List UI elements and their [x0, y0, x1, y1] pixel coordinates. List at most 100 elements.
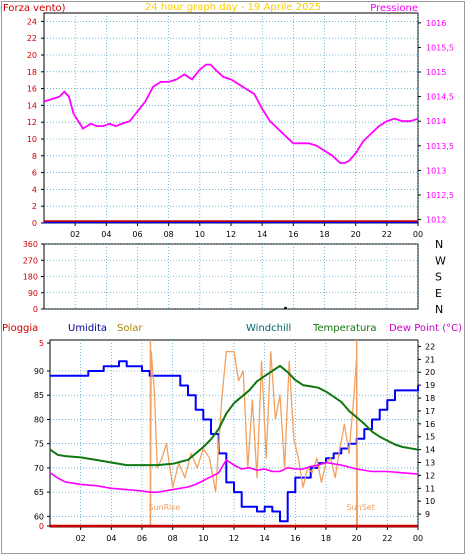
temp-y-tick-label: 15: [425, 433, 435, 442]
pressure-y-tick-label: 1012,5: [426, 191, 454, 200]
temp-x-tick-label: 02: [76, 534, 86, 543]
sunset-label: SunSet: [346, 503, 374, 512]
wind-y-tick-label: 10: [27, 135, 37, 144]
humidity-y-tick-label: 90: [34, 367, 44, 376]
pressure-y-tick-label: 1012: [426, 216, 446, 225]
temp-x-tick-label: 14: [260, 534, 270, 543]
wind-y-tick-label: 6: [32, 169, 37, 178]
humidity-y-tick-label: 80: [34, 415, 44, 424]
temp-x-tick-label: 10: [198, 534, 208, 543]
pressure-y-tick-label: 1016: [426, 19, 446, 28]
temp-x-tick-label: 18: [321, 534, 331, 543]
temp-y-tick-label: 10: [425, 497, 435, 506]
winddir-compass-label: E: [435, 287, 442, 300]
temperature-plot-layer: 02 04 06 08 10 12 14 16 18 20 22 000560657075808590…: [34, 339, 435, 543]
temp-y-tick-label: 21: [425, 355, 435, 364]
wind-y-tick-label: 2: [32, 202, 37, 211]
temp-x-tick-label: 00: [413, 534, 423, 543]
wind-y-tick-label: 0: [32, 219, 37, 228]
wind-y-tick-label: 16: [27, 85, 37, 94]
pressure-x-tick-label: 18: [319, 230, 329, 239]
pressure-x-tick-label: 10: [195, 230, 205, 239]
solar-legend-label: Solar: [117, 323, 143, 334]
temp-x-tick-label: 08: [168, 534, 178, 543]
pressure-plot-layer: 02 04 06 08 10 12 14 16 18 20 22 000246810121416182…: [27, 13, 454, 239]
temp-y-tick-label: 20: [425, 368, 435, 377]
winddir-point: [284, 306, 287, 310]
series-line-dew-point: [49, 459, 419, 494]
humidity-y-tick-label: 70: [34, 464, 44, 473]
wind-y-tick-label: 22: [27, 34, 37, 43]
pressure-x-tick-label: 06: [132, 230, 142, 239]
pressure-x-tick-label: 02: [70, 230, 80, 239]
temp-x-tick-label: 06: [137, 534, 147, 543]
rain-legend-label: Pioggia: [2, 323, 38, 334]
series-line-pressure: [43, 63, 419, 164]
pressure-x-tick-label: 14: [257, 230, 267, 239]
pressure-x-tick-label: 16: [288, 230, 298, 239]
winddir-compass-label: N: [435, 303, 443, 316]
temp-y-tick-label: 9: [425, 510, 430, 519]
temp-y-tick-label: 22: [425, 342, 435, 351]
temp-y-tick-label: 13: [425, 459, 435, 468]
temp-y-tick-label: 18: [425, 394, 435, 403]
winddir-y-tick-label: 360: [23, 240, 38, 249]
pressure-y-tick-label: 1015,5: [426, 43, 454, 52]
temp-x-tick-label: 16: [290, 534, 300, 543]
temp-y-tick-label: 17: [425, 407, 435, 416]
wind-y-tick-label: 4: [32, 185, 37, 194]
series-line-solar: [149, 350, 359, 527]
pressure-y-tick-label: 1013: [426, 166, 446, 175]
series-line-umidita: [50, 360, 419, 523]
series-line-temperatura: [49, 364, 419, 467]
pressure-x-tick-label: 20: [351, 230, 361, 239]
winddir-compass-label: W: [435, 254, 446, 267]
pressure-x-tick-label: 04: [101, 230, 111, 239]
pressure-y-tick-label: 1014,5: [426, 93, 454, 102]
winddir-compass-label: N: [435, 238, 443, 251]
humidity-y-tick-label: 5: [39, 339, 44, 348]
temp-x-tick-label: 22: [382, 534, 392, 543]
winddir-y-tick-label: 90: [28, 289, 38, 298]
pressure-y-tick-label: 1015: [426, 68, 446, 77]
pressure-x-tick-label: 00: [413, 230, 423, 239]
humidity-y-tick-label: 65: [34, 488, 44, 497]
wind-y-tick-label: 14: [27, 101, 37, 110]
winddir-y-tick-label: 270: [23, 256, 38, 265]
humidity-y-tick-label: 60: [34, 512, 44, 521]
dewpoint-legend-label: Dew Point (°C): [389, 323, 462, 334]
humidity-legend-label: Umidita: [68, 323, 107, 334]
chart-title: 24 hour graph day - 19 Aprile 2025: [145, 2, 321, 13]
winddir-compass-label: S: [435, 271, 442, 284]
temp-y-tick-label: 19: [425, 381, 435, 390]
humidity-y-tick-label: 0: [39, 522, 44, 531]
pressure-x-tick-label: 08: [164, 230, 174, 239]
pressure-y-tick-label: 1013,5: [426, 142, 454, 151]
wind-axis-label: Forza vento): [3, 3, 66, 14]
temperature-legend-label: Temperatura: [312, 323, 377, 334]
pressure-x-tick-label: 12: [226, 230, 236, 239]
wind-y-tick-label: 20: [27, 51, 37, 60]
windchill-legend-label: Windchill: [246, 323, 291, 334]
temp-y-tick-label: 12: [425, 471, 435, 480]
pressure-axis-label: Pressione: [370, 3, 418, 14]
temp-x-tick-label: 04: [106, 534, 116, 543]
pressure-x-tick-label: 22: [382, 230, 392, 239]
winddir-y-tick-label: 0: [33, 305, 38, 314]
wind-y-tick-label: 12: [27, 118, 37, 127]
temp-y-tick-label: 16: [425, 420, 435, 429]
pressure-y-tick-label: 1014: [426, 117, 446, 126]
temp-y-tick-label: 14: [425, 446, 435, 455]
wind-y-tick-label: 8: [32, 152, 37, 161]
temp-y-tick-label: 11: [425, 484, 435, 493]
humidity-y-tick-label: 85: [34, 391, 44, 400]
sunrise-label: SunRise: [148, 503, 180, 512]
humidity-y-tick-label: 75: [34, 440, 44, 449]
temp-x-tick-label: 12: [229, 534, 239, 543]
wind-y-tick-label: 18: [27, 68, 37, 77]
wind-y-tick-label: 24: [27, 17, 37, 26]
